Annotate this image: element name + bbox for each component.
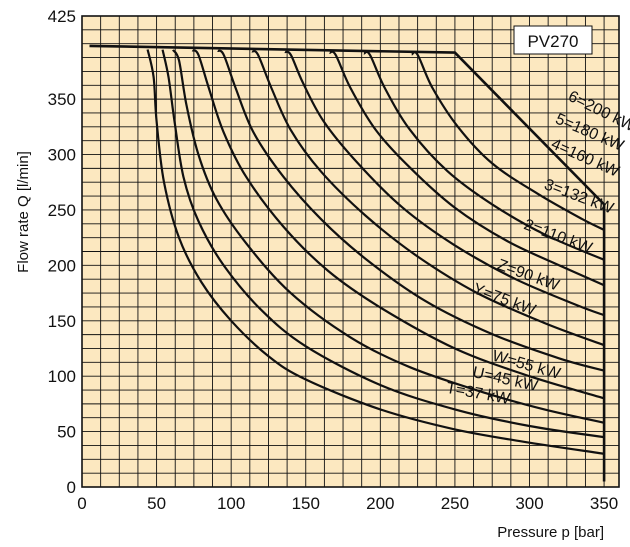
- max-flow-line: [89, 44, 606, 482]
- power-curve-2: [172, 49, 605, 424]
- tick-labels: 0 50 100 150 200 250 300 350 0 50 100 150 200 250 300 3…: [48, 7, 619, 513]
- power-curve-6: [284, 50, 605, 317]
- power-curve-5: [251, 49, 605, 347]
- title-box: [513, 25, 593, 55]
- power-curve-1: [161, 49, 605, 439]
- power-curve-9: [411, 51, 605, 231]
- chart-title: PV270: [527, 32, 578, 51]
- x-tick-label: 100: [217, 494, 245, 513]
- y-tick-label: 250: [48, 201, 76, 220]
- x-axis-label: Pressure p [bar]: [497, 524, 604, 541]
- y-tick-label: 100: [48, 367, 76, 386]
- y-tick-label: 150: [48, 312, 76, 331]
- y-tick-label: 50: [57, 423, 76, 442]
- x-tick-label: 350: [590, 494, 618, 513]
- x-tick-label: 250: [441, 494, 469, 513]
- y-tick-label: 200: [48, 256, 76, 275]
- power-curve-4: [217, 49, 605, 372]
- power-curves: [146, 49, 605, 455]
- power-curve-0: [146, 49, 605, 455]
- x-tick-label: 0: [77, 494, 86, 513]
- y-tick-label: 0: [67, 478, 76, 497]
- plot-frame: [81, 15, 620, 488]
- x-tick-label: 150: [292, 494, 320, 513]
- x-tick-label: 200: [366, 494, 394, 513]
- x-tick-label: 300: [515, 494, 543, 513]
- y-tick-label: 300: [48, 146, 76, 165]
- power-curve-8: [363, 50, 605, 261]
- y-tick-label: 350: [48, 90, 76, 109]
- y-tick-label: 425: [48, 7, 76, 26]
- power-curve-3: [191, 49, 605, 400]
- power-curve-7: [329, 50, 605, 287]
- x-tick-label: 50: [147, 494, 166, 513]
- y-axis-label: Flow rate Q [l/min]: [15, 151, 32, 273]
